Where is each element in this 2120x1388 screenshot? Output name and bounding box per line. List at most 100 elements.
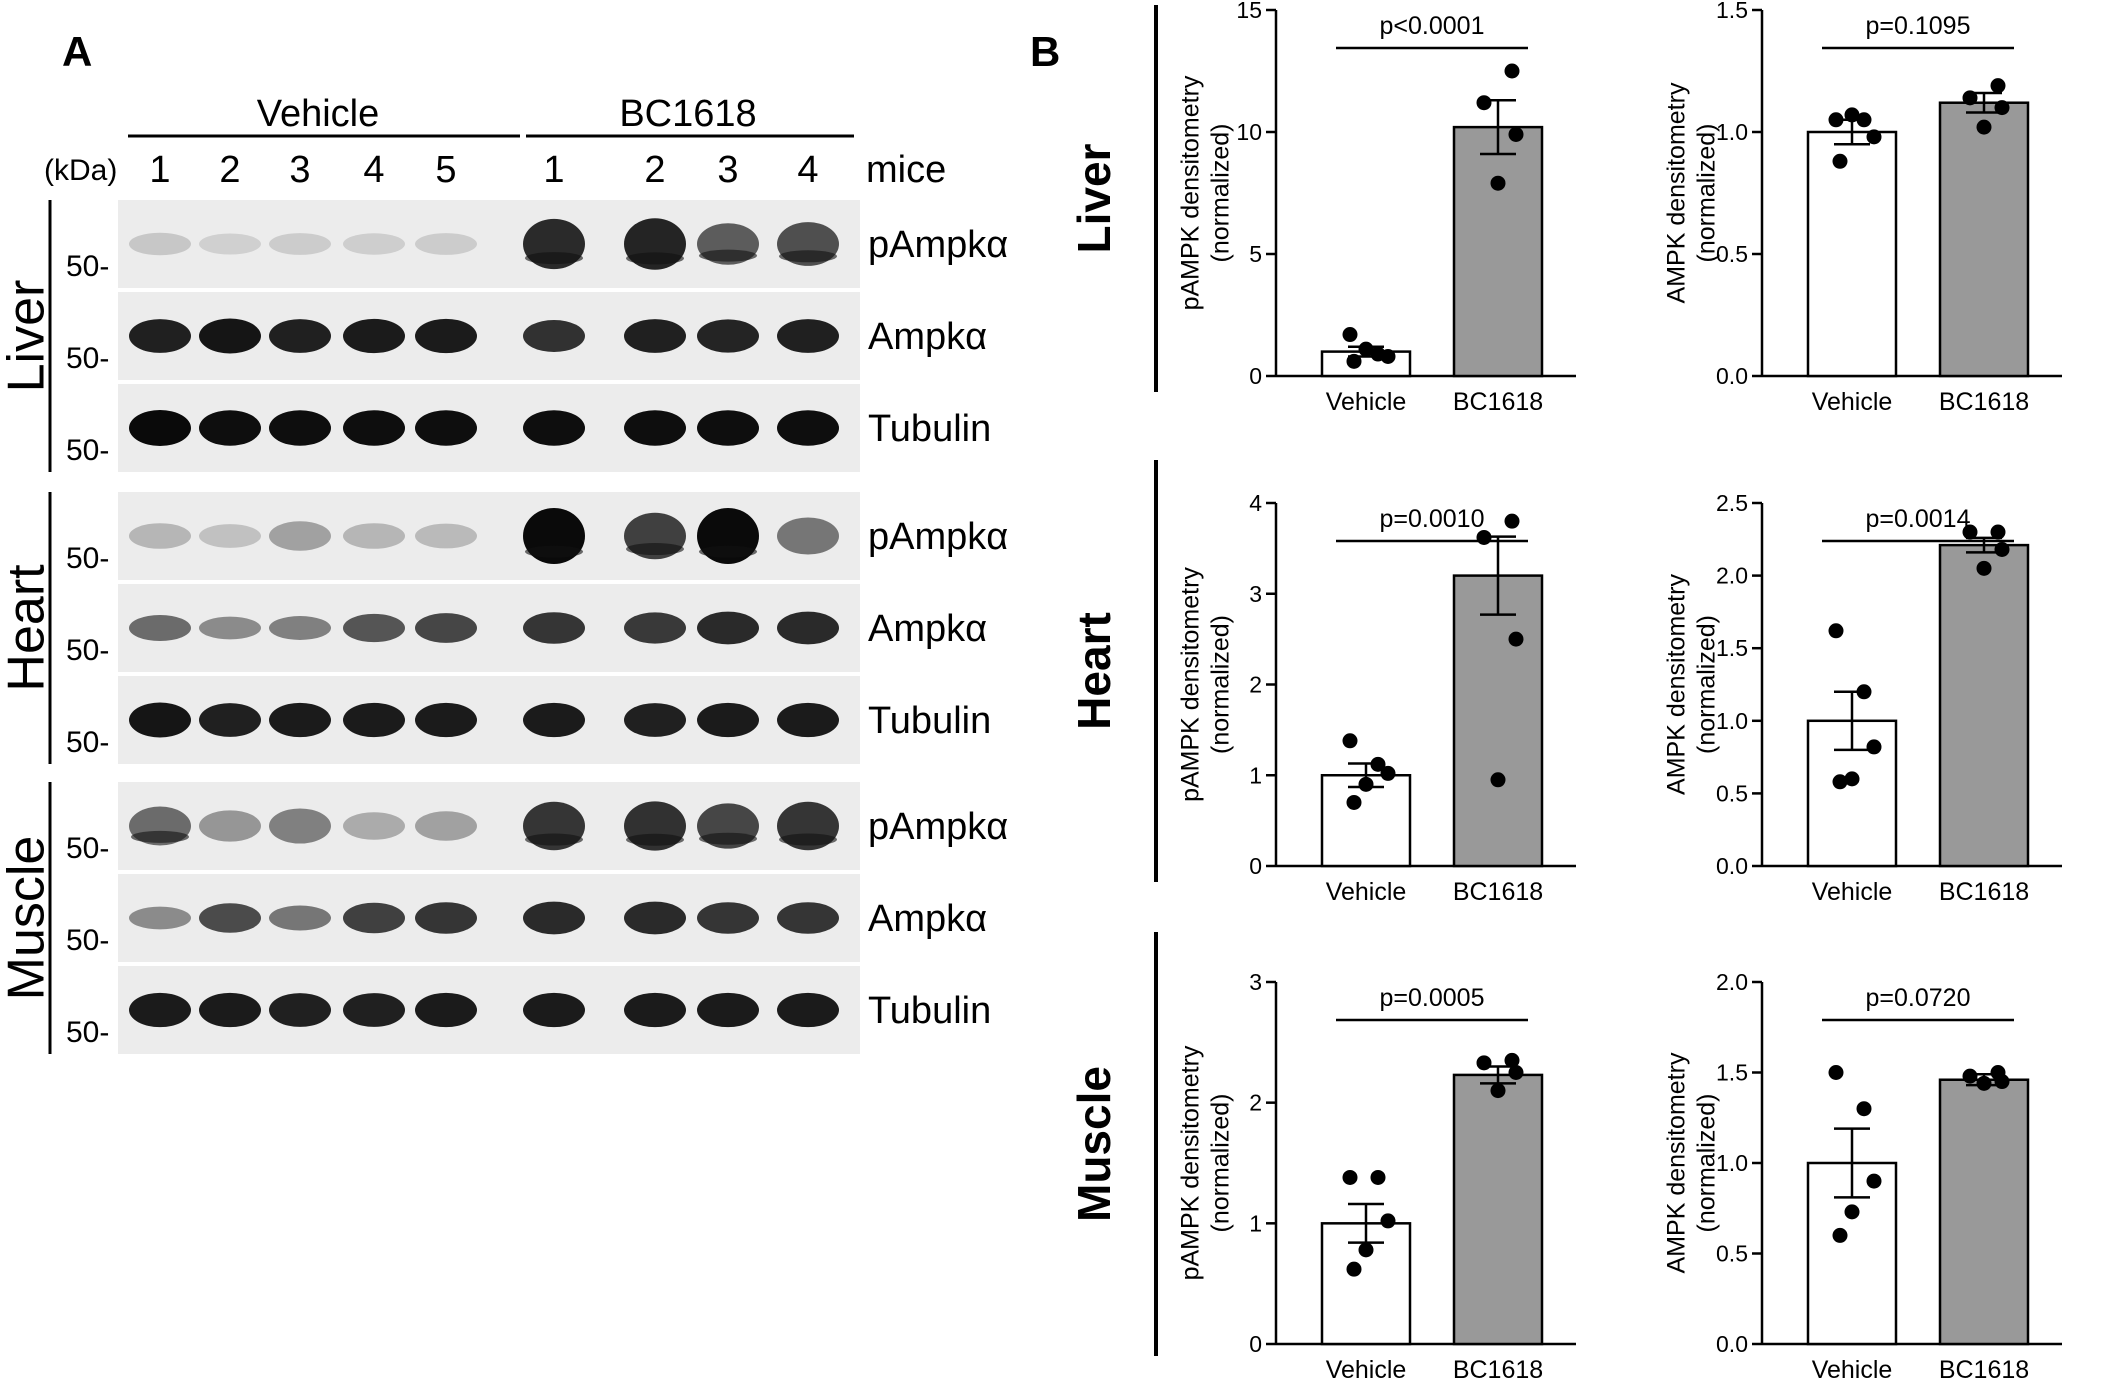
blot-band [199,524,261,548]
blot-band-lower [699,832,757,845]
blot-band [523,319,585,353]
lane-number: 5 [435,149,456,191]
x-category-label: Vehicle [1812,878,1893,906]
western-blot: Liver 50- pAmpkα 50- Ampkα 50- Tubulin Heart 50-… [0,200,1008,1054]
lane-numbers: 1 2 3 4 5 1 2 3 4 [149,149,818,191]
data-point [1990,78,2006,94]
x-category-label: BC1618 [1939,1356,2029,1384]
blot-band-lower [699,249,757,262]
data-point [1490,1083,1506,1099]
blot-band [199,410,261,446]
data-point [1476,95,1492,111]
y-axis-label-sub: (normalized) [1207,1094,1235,1233]
bar-bc1618 [1452,125,1544,378]
blot-band [624,612,686,644]
y-tick-label: 2.0 [1716,969,1748,995]
blot-row-label: pAmpkα [868,806,1008,848]
y-tick-label: 0 [1249,363,1262,389]
bar-bc1618 [1452,574,1544,868]
blot-band [777,902,839,934]
blot-band [415,318,477,354]
panel-b-label: B [1030,28,1060,75]
blot-band-lower [779,833,837,846]
data-point [1358,341,1374,357]
chart-tissue-label: Heart [1068,612,1120,730]
data-point [1828,623,1844,639]
blot-band [199,233,261,255]
data-point [1962,524,1978,540]
data-point [1994,100,2010,116]
bar-vehicle [1806,130,1898,378]
blot-tissue-label: Liver [0,280,56,393]
blot-band-lower [131,830,189,843]
kda-label: (kDa) [44,154,117,187]
blot-tissue-label: Muscle [0,836,56,1001]
bar-chart: 0 1 2 3 4 pAMPK densitometry (normalized) Vehic… [1177,490,1576,906]
blot-band [269,616,331,640]
y-tick-label: 2.5 [1716,490,1748,516]
blot-band [415,992,477,1028]
blot-band [199,903,261,933]
blot-band-lower [525,545,583,558]
y-tick-label: 4 [1249,490,1262,516]
blot-band [129,702,191,738]
blot-band [697,702,759,738]
blot-band [697,410,759,446]
blot-band [523,992,585,1028]
blot-band [415,902,477,934]
data-point [1370,756,1386,772]
y-axis-label-sub: (normalized) [1207,124,1235,263]
y-tick-label: 0.0 [1716,363,1748,389]
blot-band-lower [779,250,837,263]
data-point [1866,1173,1882,1189]
y-axis-label: pAMPK densitometry [1177,567,1205,802]
lane-number: 4 [363,149,384,191]
y-tick-label: 1 [1249,1210,1262,1236]
p-value-label: p=0.0010 [1380,505,1485,533]
data-point [1866,129,1882,145]
blot-band [269,905,331,931]
data-point [1508,631,1524,647]
bar-bc1618 [1938,543,2030,868]
blot-band [343,318,405,354]
y-tick-label: 0.0 [1716,853,1748,879]
bar-chart: 0.0 0.5 1.0 1.5 AMPK densitometry (normalized… [1663,0,2062,416]
y-axis-label: pAMPK densitometry [1177,1045,1205,1280]
blot-band [269,521,331,551]
data-point [1832,1227,1848,1243]
kda-marker: 50- [66,726,109,759]
blot-band-lower [626,252,684,265]
bar-bc1618 [1938,101,2030,378]
chart-row-muscle: Muscle [1068,932,1158,1356]
blot-row-label: pAmpkα [868,516,1008,558]
x-category-label: BC1618 [1939,388,2029,416]
y-tick-label: 3 [1249,581,1262,607]
blot-band [269,410,331,446]
data-point [1976,560,1992,576]
bar-chart: 0.0 0.5 1.0 1.5 2.0 AMPK densitometry (normali… [1663,969,2062,1384]
blot-band [697,992,759,1028]
blot-band [269,319,331,353]
lane-number: 3 [289,149,310,191]
blot-row-label: Tubulin [868,990,991,1032]
p-value-label: p=0.1095 [1866,12,1971,40]
blot-band [129,992,191,1028]
blot-band [523,702,585,738]
y-tick-label: 1 [1249,762,1262,788]
y-tick-label: 5 [1249,241,1262,267]
y-tick-label: 1.5 [1716,1060,1748,1086]
data-point [1866,739,1882,755]
blot-band [269,808,331,844]
bar-chart: 0.0 0.5 1.0 1.5 2.0 2.5 AMPK densitometry (norm… [1663,490,2062,906]
x-category-label: Vehicle [1812,1356,1893,1384]
data-point [1844,1204,1860,1220]
blot-band [523,612,585,644]
p-value-label: p=0.0005 [1380,984,1485,1012]
y-tick-label: 2 [1249,672,1262,698]
blot-band [415,702,477,738]
x-category-label: BC1618 [1453,388,1543,416]
blot-band [415,233,477,255]
blot-band [415,410,477,446]
x-category-label: BC1618 [1453,878,1543,906]
blot-band [415,811,477,841]
